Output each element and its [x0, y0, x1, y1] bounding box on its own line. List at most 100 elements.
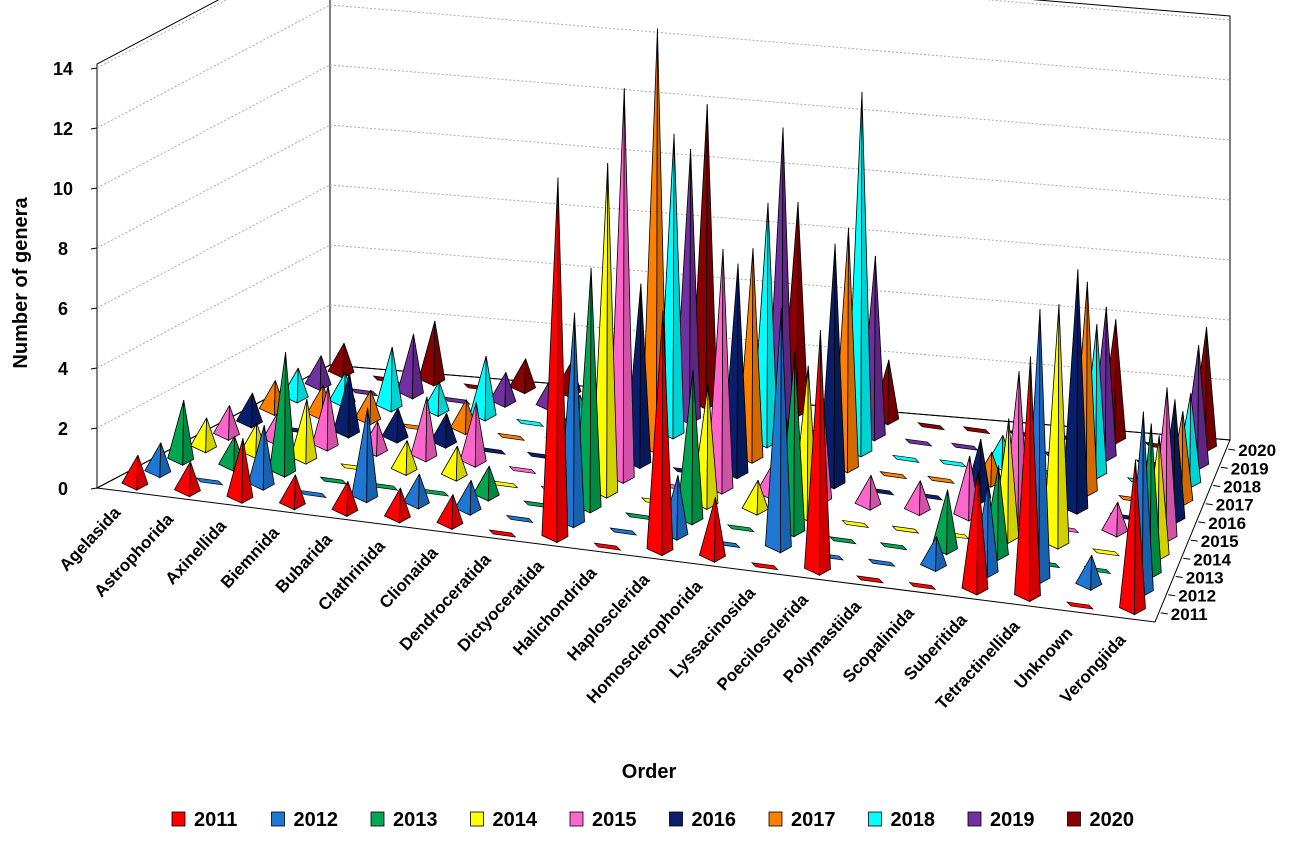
pyramid-shade	[689, 149, 701, 425]
pyramid-bar	[290, 399, 318, 465]
pyramid-face-right	[847, 227, 859, 474]
pyramid-face-right	[293, 474, 306, 511]
pyramid-bar	[706, 249, 734, 495]
y-tick-label: 12	[53, 119, 73, 139]
pyramid-face-right	[396, 407, 409, 444]
pyramid-shade	[676, 475, 688, 541]
legend-item: 2012	[271, 809, 338, 831]
legend-label: 2019	[990, 809, 1035, 831]
pyramid-face-right	[366, 407, 379, 504]
pyramid-shade	[623, 88, 635, 484]
legend-item: 2016	[669, 809, 736, 831]
pyramid-shade	[1205, 327, 1217, 453]
pyramid-shade	[1086, 281, 1098, 497]
pyramid-bar	[593, 542, 622, 551]
pyramid-face-right	[205, 417, 218, 454]
pyramid-face-left	[854, 474, 872, 511]
pyramid-shade	[1166, 387, 1178, 543]
pyramid-face-right	[346, 481, 359, 518]
pyramid-shade	[1105, 306, 1117, 462]
pyramid-bar	[226, 438, 254, 504]
pyramid-bar	[331, 481, 359, 518]
pyramid-base-zero	[516, 418, 545, 427]
legend-label: 2011	[194, 809, 237, 831]
pyramid-bar	[1066, 601, 1094, 610]
pyramid-face-left	[331, 481, 349, 517]
pyramid-face-right	[556, 177, 569, 544]
pyramid-bar	[488, 529, 517, 538]
pyramid-face-right	[348, 372, 360, 439]
pyramid-face-right	[819, 330, 831, 576]
pyramid-face-right	[484, 355, 497, 422]
pyramid-face-right	[188, 461, 201, 498]
pyramid-bar	[1101, 501, 1129, 538]
pyramid-bar	[381, 407, 409, 444]
pyramid-bar	[298, 489, 327, 498]
pyramid-base-zero	[867, 558, 896, 567]
pyramid-face-left	[278, 474, 296, 511]
depth-tick-label: 2016	[1208, 514, 1246, 533]
pyramid-shade	[1057, 304, 1069, 550]
pyramid-base-zero	[950, 442, 979, 451]
pyramid-shade	[781, 127, 793, 433]
pyramid-face-right	[691, 369, 704, 526]
legend-swatch	[1067, 811, 1081, 827]
pyramid-shade	[346, 481, 358, 517]
y-tick-label: 0	[58, 479, 68, 499]
pyramid-face-left	[381, 407, 399, 444]
pyramid-shade	[946, 489, 958, 555]
legend-item: 2015	[569, 809, 637, 831]
pyramid-bar	[625, 512, 654, 521]
pyramid-shade	[205, 417, 217, 453]
legend-item: 2020	[1067, 809, 1134, 831]
legend-swatch	[868, 811, 882, 827]
pyramid-bar	[558, 312, 585, 529]
pyramid-shade	[757, 480, 769, 516]
pyramid-bar	[247, 425, 275, 491]
pyramid-shade	[343, 343, 355, 379]
pyramid-face-right	[504, 372, 517, 409]
depth-tick-mark	[1228, 448, 1236, 451]
pyramid-shade	[780, 307, 792, 553]
pyramid-base-zero	[508, 466, 537, 475]
pyramid-face-right	[1076, 269, 1089, 515]
pyramid-bar	[854, 474, 882, 511]
pyramid-bar	[195, 477, 224, 486]
pyramid-face-left	[173, 461, 191, 498]
y-tick-label: 2	[58, 419, 68, 439]
pyramid-base-zero	[841, 519, 870, 528]
pyramid-bar	[841, 519, 870, 528]
pyramid-face-right	[319, 355, 332, 392]
pyramid-bar	[609, 527, 638, 536]
pyramid-face-right	[524, 358, 537, 395]
pyramid-face-right	[1134, 459, 1146, 616]
pyramid-shade	[1142, 411, 1154, 597]
pyramid-face-right	[1095, 324, 1108, 480]
pyramid-base-zero	[319, 476, 348, 485]
pyramid-face-right	[405, 440, 418, 477]
pyramid-shade	[606, 163, 618, 499]
pyramid-face-left	[383, 487, 401, 524]
pyramid-shade	[887, 359, 899, 425]
pyramid-shade	[397, 408, 409, 444]
legend-item: 2018	[868, 809, 935, 831]
depth-tick-label: 2019	[1231, 459, 1269, 478]
pyramid-bar	[436, 494, 464, 531]
pyramid-face-right	[1007, 418, 1020, 545]
pyramid-bar	[167, 400, 195, 466]
pyramid-base-zero	[1066, 601, 1094, 610]
pyramid-bar	[390, 440, 418, 477]
pyramid-shade	[874, 255, 886, 441]
y-tick-label: 6	[58, 299, 68, 319]
pyramid-bar	[938, 459, 967, 468]
pyramid-base-zero	[298, 489, 327, 498]
pyramid-face-right	[714, 497, 726, 563]
pyramid-bar	[351, 407, 379, 504]
pyramid-face-right	[455, 445, 468, 482]
pyramid-shade	[706, 384, 718, 510]
pyramid-face-right	[241, 438, 254, 504]
depth-tick-mark	[1198, 521, 1206, 524]
pyramid-bar	[1014, 356, 1041, 603]
pyramid-shade	[1095, 324, 1107, 480]
pyramid-bar	[235, 392, 263, 429]
